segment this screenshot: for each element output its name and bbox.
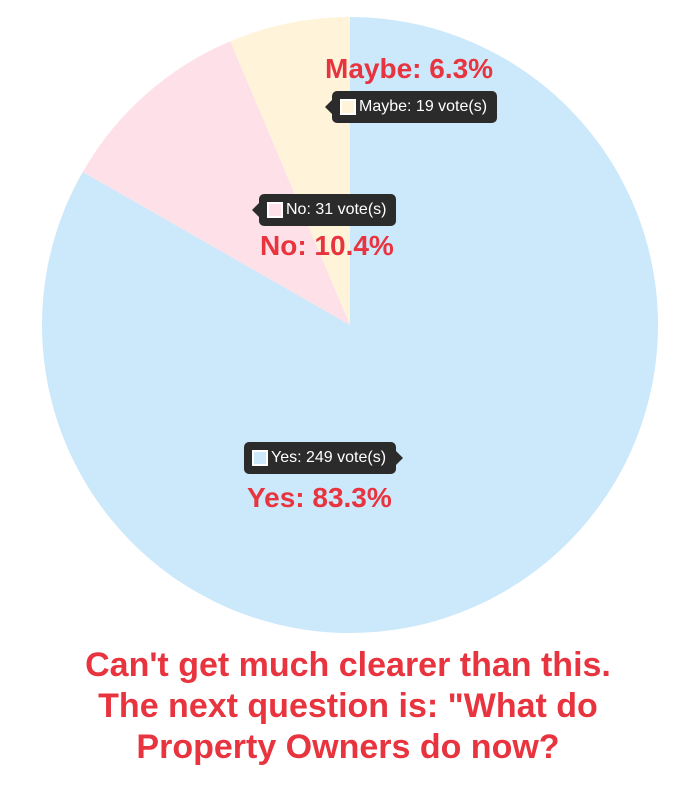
maybe-tooltip-text: Maybe: 19 vote(s) xyxy=(359,98,488,115)
pie-chart xyxy=(42,17,659,633)
maybe-tooltip: Maybe: 19 vote(s) xyxy=(325,91,498,123)
yes-tooltip: Yes: 249 vote(s) xyxy=(244,442,404,474)
caption: Can't get much clearer than this. The ne… xyxy=(0,645,696,768)
no-swatch xyxy=(267,202,283,218)
maybe-percent-label: Maybe: 6.3% xyxy=(325,53,494,84)
caption-line-1: Can't get much clearer than this. xyxy=(85,646,611,684)
yes-swatch xyxy=(252,450,268,466)
yes-percent-label: Yes: 83.3% xyxy=(247,482,392,513)
yes-tooltip-text: Yes: 249 vote(s) xyxy=(271,449,387,466)
maybe-swatch xyxy=(340,99,356,115)
pie-slice-no[interactable] xyxy=(82,41,350,325)
pie-slice-yes[interactable] xyxy=(42,17,659,633)
caption-line-2: The next question is: "What do xyxy=(98,687,598,725)
caption-line-3: Property Owners do now? xyxy=(136,728,560,766)
no-tooltip: No: 31 vote(s) xyxy=(252,194,397,226)
no-percent-label: No: 10.4% xyxy=(260,230,394,261)
pie-slice-maybe[interactable] xyxy=(230,17,350,325)
no-tooltip-text: No: 31 vote(s) xyxy=(286,201,387,218)
